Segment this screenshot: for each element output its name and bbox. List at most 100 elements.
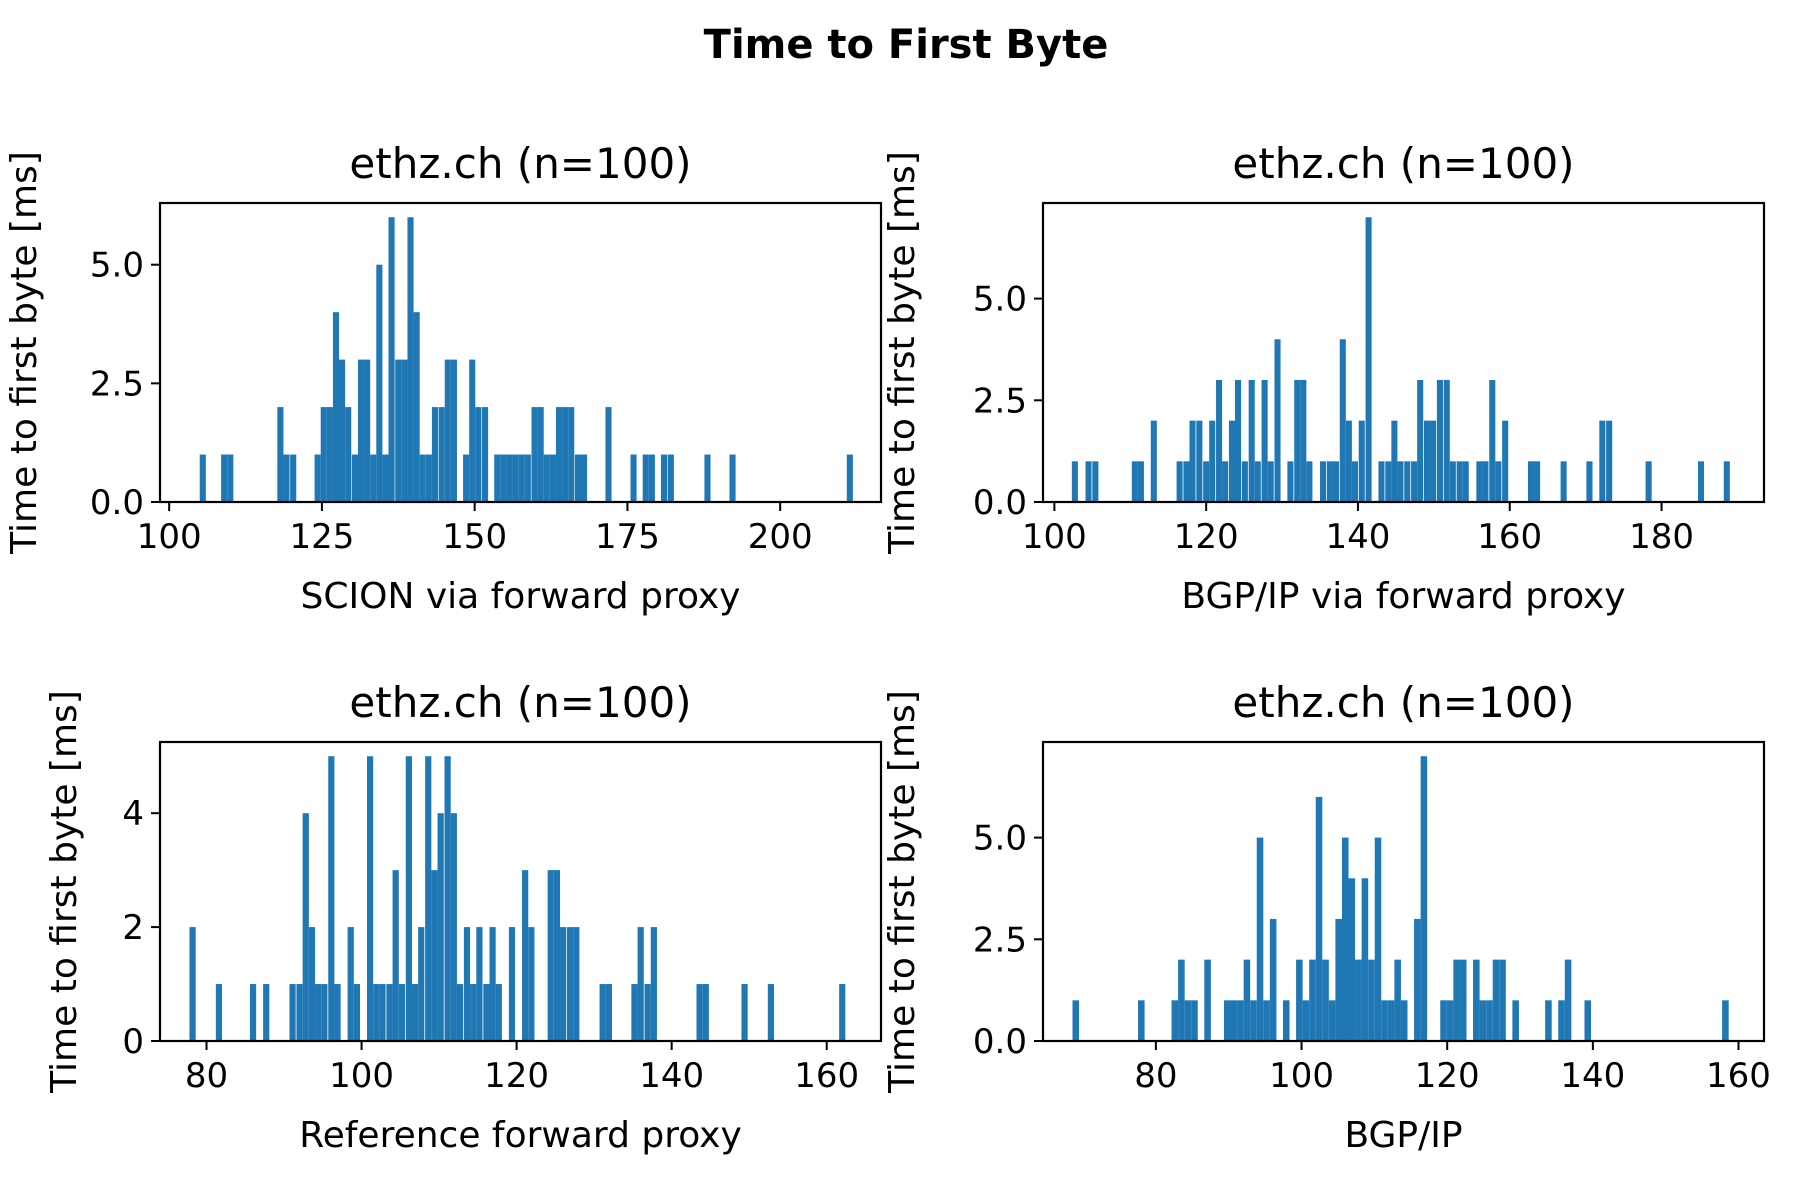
histogram-bar [407,217,414,503]
histogram-bar [1209,420,1216,502]
histogram-bar [1545,1000,1552,1041]
histogram-bar [1492,959,1500,1041]
histogram-bar [326,407,333,502]
histogram-bar [1191,1000,1198,1041]
x-tick-label: 160 [1706,1056,1771,1096]
x-axis-label: Reference forward proxy [299,1115,742,1156]
histogram-bar [1332,461,1339,502]
histogram-bar [1203,461,1210,502]
x-tick-label: 175 [595,517,660,557]
histogram-bar [1287,461,1294,502]
histogram-bar [370,454,377,502]
axes-frame [158,201,883,504]
histogram-bar [562,407,569,502]
y-tick-label: 0.0 [973,483,1027,523]
histogram-bar [500,454,507,502]
histogram-bar [1072,1000,1080,1041]
y-tick-label: 5.0 [90,246,144,286]
histogram-bar [506,454,513,502]
histogram-bar [1341,837,1349,1041]
histogram-bar [1391,420,1398,502]
histogram-bar [522,870,529,1041]
histogram-bar [1137,461,1144,502]
y-tick-label: 0.0 [90,483,144,523]
histogram-bar [494,454,501,502]
histogram-bar [1131,461,1138,502]
x-tick-label: 80 [185,1056,228,1096]
histogram-bar [1482,461,1489,502]
histogram-bar [411,984,419,1041]
y-axis-label: Time to first byte [ms] [882,690,923,1094]
histogram-bar [328,756,335,1041]
x-tick-label: 80 [1134,1056,1177,1096]
histogram-bar [547,870,554,1041]
histogram-bar [1462,461,1469,502]
histogram-bar [189,927,196,1041]
histogram-bar [450,813,457,1041]
y-tick-label: 5.0 [973,280,1027,320]
histogram-bar [1306,461,1313,502]
histogram-bar [373,984,380,1041]
histogram-bar [1320,461,1327,502]
y-tick-label: 2 [122,908,144,948]
subplot-3: 80 100 120 140 160 0 2 4 ethz.ch (n=100) Referenc… [44,678,883,1156]
histogram-bar [469,359,476,502]
histogram-bar [1328,1000,1336,1041]
histogram-bar [249,984,257,1041]
histogram-bar [1404,461,1411,502]
x-tick-label: 140 [639,1056,704,1096]
bars [189,756,846,1041]
histogram-bar [431,870,438,1041]
histogram-bar [1502,420,1509,502]
histogram-bar [332,312,340,502]
histogram-bar [741,984,748,1041]
axes-frame [1041,201,1766,504]
subplots: 100 125 150 175 200 0.0 2.5 5.0 ethz.ch (n=100) S… [4,139,1771,1156]
histogram-bar [1397,461,1404,502]
histogram-bar [431,407,439,502]
histogram-bar [1512,1000,1519,1041]
histogram-bar [648,454,655,502]
histogram-bar [1254,461,1261,502]
bars [1072,756,1729,1041]
histogram-bar [1322,959,1329,1041]
x-axis-label: BGP/IP [1344,1115,1462,1156]
histogram-bar [696,984,703,1041]
histogram-bar [450,359,457,502]
histogram-bar [351,454,358,502]
histogram-bar [1378,461,1385,502]
histogram-bar [1241,461,1248,502]
histogram-bar [347,927,354,1041]
histogram-bar [512,454,519,502]
histogram-bar [1534,461,1541,502]
histogram-bar [1256,837,1264,1041]
histogram-bar [1335,918,1342,1041]
histogram-bar [334,984,341,1041]
histogram-bar [379,984,386,1041]
histogram-bar [702,984,709,1041]
histogram-bar [667,454,674,502]
subplot-title: ethz.ch (n=100) [349,139,691,188]
histogram-bar [1183,461,1190,502]
histogram-bar [1414,918,1421,1041]
x-axis-label: SCION via forward proxy [301,576,741,617]
histogram-bar [308,927,316,1041]
subplot-title: ethz.ch (n=100) [1232,678,1574,727]
histogram-bar [1394,959,1401,1041]
histogram-bar [1178,959,1185,1041]
histogram-bar [1216,379,1223,502]
histogram-bar [1302,1000,1310,1041]
histogram-bar [605,407,612,502]
histogram-bar [630,454,637,502]
histogram-bar [1411,461,1418,502]
histogram-bar [599,984,606,1041]
histogram-bar [395,359,402,502]
histogram-bar [437,813,444,1041]
y-axis-label: Time to first byte [ms] [4,151,45,555]
axes-frame [158,740,883,1043]
axes-frame [1041,740,1766,1043]
x-axis-label: BGP/IP via forward proxy [1181,576,1625,617]
histogram-bar [1339,339,1346,502]
histogram-bar [463,927,471,1041]
